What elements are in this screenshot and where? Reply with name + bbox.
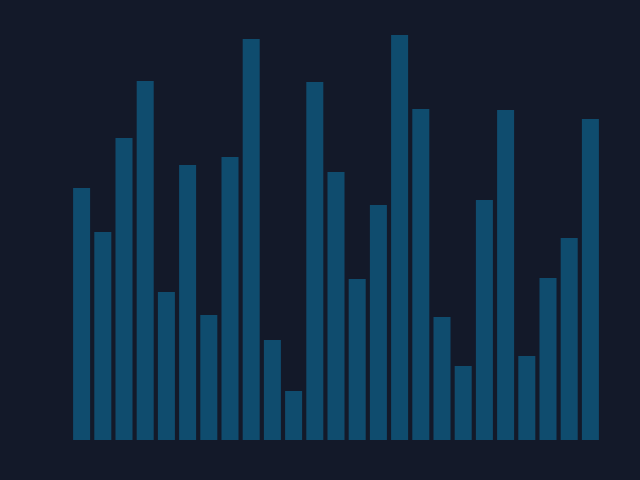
bar [475,200,493,440]
bar [157,292,175,440]
bar [369,205,387,440]
bar [306,82,324,440]
bar [497,110,515,440]
bar [285,391,303,440]
bar [348,279,366,440]
bar [136,81,154,440]
bar [179,165,197,440]
bar [94,232,112,440]
bar [539,278,557,440]
bar [263,340,281,440]
bar [200,315,218,440]
bar [115,138,133,440]
bar [581,119,599,440]
bar [454,366,472,440]
bar [560,238,578,440]
bar [242,39,260,440]
bar [327,172,345,440]
bar [391,35,409,440]
bar [518,356,536,440]
bar [433,317,451,440]
bar [73,188,91,440]
bar [221,157,239,440]
bar [412,109,430,440]
